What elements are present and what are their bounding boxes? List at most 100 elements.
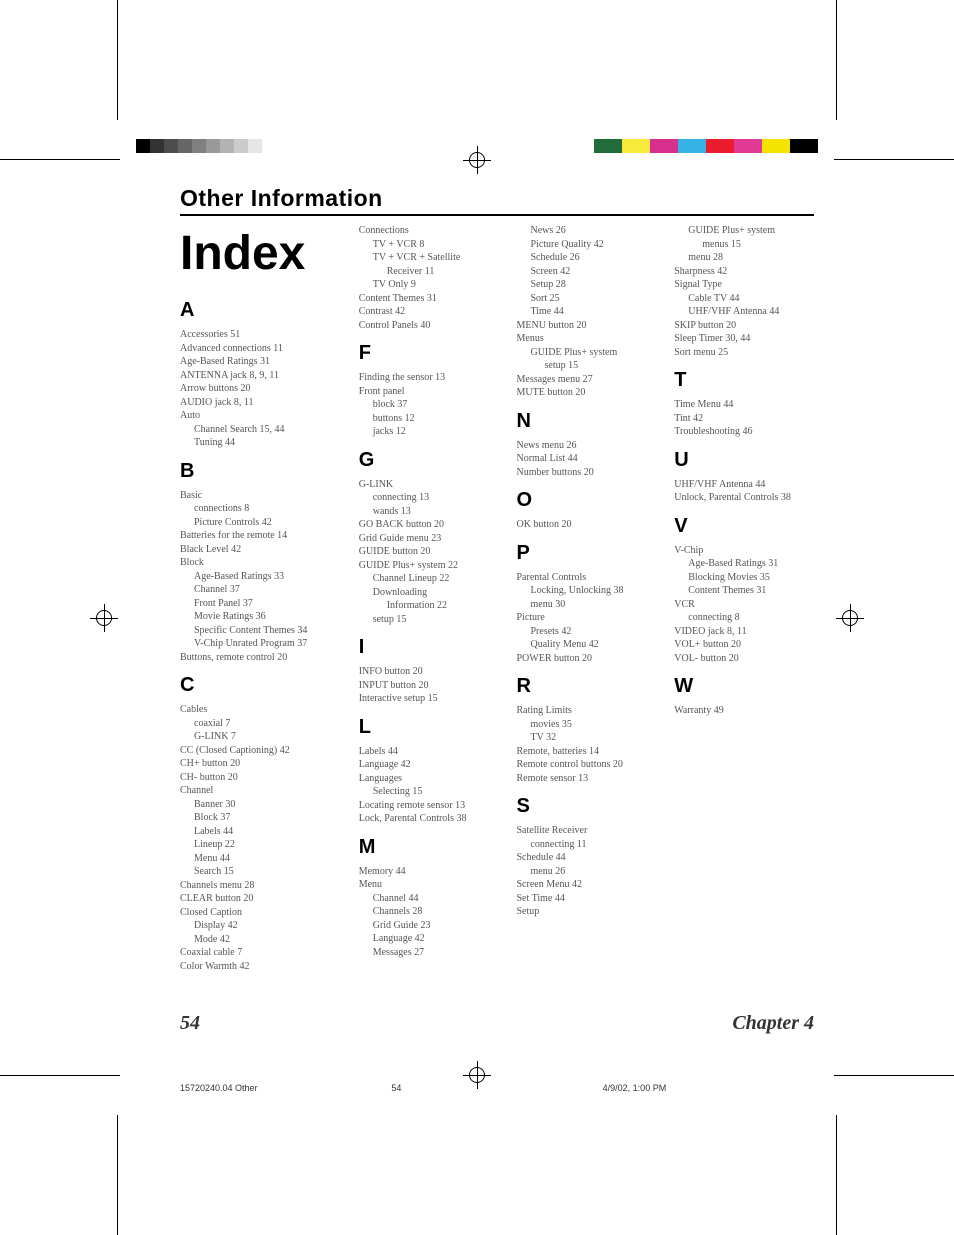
index-column-3: News 26Picture Quality 42Schedule 26Scre… [516,224,656,973]
color-swatch [594,139,622,153]
index-entry: Unlock, Parental Controls 38 [674,491,814,505]
index-entry: Buttons, remote control 20 [180,651,341,665]
index-entry: Black Level 42 [180,543,341,557]
index-entry: Channels menu 28 [180,879,341,893]
index-entry: UHF/VHF Antenna 44 [674,305,814,319]
registration-mark-left [96,610,112,626]
crop-mark [0,1075,120,1076]
index-entry: Control Panels 40 [359,319,499,333]
page-number: 54 [180,1012,200,1035]
index-entry: Presets 42 [516,625,656,639]
index-entry: Selecting 15 [359,785,499,799]
index-entry: Troubleshooting 46 [674,425,814,439]
index-entry: INFO button 20 [359,665,499,679]
color-swatch [762,139,790,153]
slug-filename: 15720240.04 Other [180,1083,391,1093]
index-entry: Basic [180,489,341,503]
index-entry: Auto [180,409,341,423]
index-entry: Labels 44 [359,745,499,759]
index-entry: TV + VCR 8 [359,238,499,252]
index-entry: Movie Ratings 36 [180,610,341,624]
index-entry: wands 13 [359,505,499,519]
index-entry: Advanced connections 11 [180,342,341,356]
index-entry: Front panel [359,385,499,399]
registration-mark-bottom [469,1067,485,1083]
index-entry: Tint 42 [674,412,814,426]
index-entry: MUTE button 20 [516,386,656,400]
section-title: Other Information [180,185,814,216]
index-entry: Age-Based Ratings 31 [674,557,814,571]
index-letter-r: R [516,675,656,698]
index-entry: MENU button 20 [516,319,656,333]
index-entry: Languages [359,772,499,786]
index-entry: Channel Search 15, 44 [180,423,341,437]
index-column-1: Index A Accessories 51Advanced connectio… [180,224,341,973]
index-entry: SKIP button 20 [674,319,814,333]
gray-swatch [150,139,164,153]
gray-swatch [178,139,192,153]
color-swatch [622,139,650,153]
index-entry: UHF/VHF Antenna 44 [674,478,814,492]
gray-swatch [192,139,206,153]
gray-swatch [262,139,276,153]
index-entry: POWER button 20 [516,652,656,666]
crop-mark [836,1115,837,1235]
color-swatch [706,139,734,153]
index-entry: CH- button 20 [180,771,341,785]
index-entry: Messages 27 [359,946,499,960]
index-entry: Sharpness 42 [674,265,814,279]
index-entry: Color Warmth 42 [180,960,341,974]
index-entry: CLEAR button 20 [180,892,341,906]
registration-mark-top [469,152,485,168]
index-entry: Information 22 [359,599,499,613]
index-entry: Screen Menu 42 [516,878,656,892]
gray-swatch [136,139,150,153]
color-swatch [650,139,678,153]
index-entry: Display 42 [180,919,341,933]
index-entry: Messages menu 27 [516,373,656,387]
index-entry: Batteries for the remote 14 [180,529,341,543]
index-entry: Specific Content Themes 34 [180,624,341,638]
index-entry: movies 35 [516,718,656,732]
index-letter-p: P [516,542,656,565]
index-entry: Menus [516,332,656,346]
gray-swatch [206,139,220,153]
index-entry: AUDIO jack 8, 11 [180,396,341,410]
index-entry: Setup [516,905,656,919]
index-entry: News 26 [516,224,656,238]
crop-mark [834,159,954,160]
index-entry: V-Chip [674,544,814,558]
gray-swatch [164,139,178,153]
slug-datetime: 4/9/02, 1:00 PM [603,1083,814,1093]
index-entry: Closed Caption [180,906,341,920]
index-entry: Interactive setup 15 [359,692,499,706]
index-entry: setup 15 [516,359,656,373]
index-entry: Setup 28 [516,278,656,292]
page-content: Other Information Index A Accessories 51… [180,185,814,1025]
index-entry: Remote sensor 13 [516,772,656,786]
color-swatch [678,139,706,153]
index-letter-w: W [674,675,814,698]
index-entry: Normal List 44 [516,452,656,466]
index-entry: Screen 42 [516,265,656,279]
index-entry: buttons 12 [359,412,499,426]
index-entry: Channel 44 [359,892,499,906]
index-entry: Front Panel 37 [180,597,341,611]
index-entry: Picture [516,611,656,625]
index-entry: ANTENNA jack 8, 9, 11 [180,369,341,383]
index-entry: Sleep Timer 30, 44 [674,332,814,346]
index-entry: Lock, Parental Controls 38 [359,812,499,826]
index-entry: Channel 37 [180,583,341,597]
index-entry: Grid Guide menu 23 [359,532,499,546]
color-swatch [790,139,818,153]
index-entry: GUIDE button 20 [359,545,499,559]
color-colorbar [594,139,818,153]
index-entry: Sort 25 [516,292,656,306]
index-entry: Time 44 [516,305,656,319]
index-entry: Memory 44 [359,865,499,879]
crop-mark [117,0,118,120]
gray-swatch [234,139,248,153]
index-entry: Finding the sensor 13 [359,371,499,385]
index-entry: menu 28 [674,251,814,265]
index-entry: Locating remote sensor 13 [359,799,499,813]
